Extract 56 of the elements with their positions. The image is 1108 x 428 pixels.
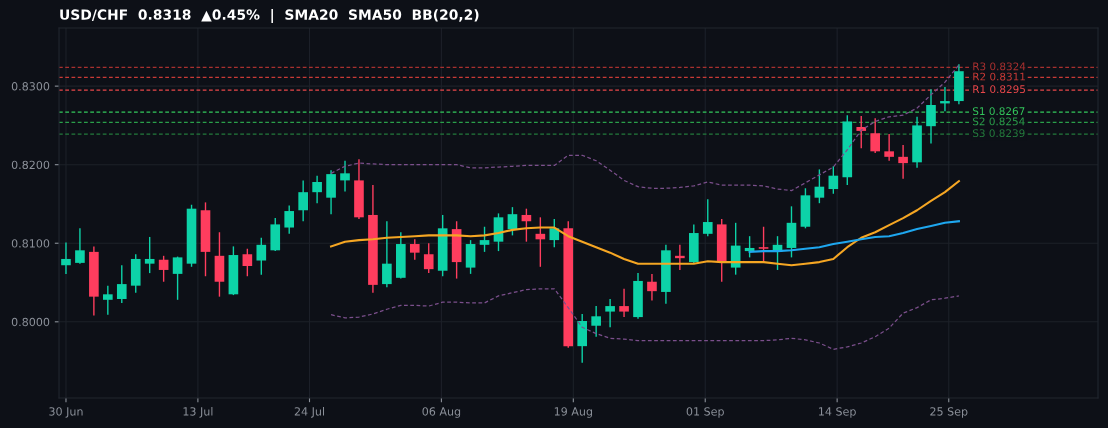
candlestick	[382, 220, 392, 288]
candlestick	[605, 298, 615, 328]
y-tick-label: 0.8100	[11, 239, 50, 248]
candlestick	[158, 255, 169, 283]
candlestick	[312, 174, 322, 204]
ref-line-label: R1 0.8295	[973, 85, 1025, 94]
candlestick	[814, 168, 825, 204]
candlestick	[507, 206, 518, 237]
candlestick	[284, 204, 295, 235]
candlestick	[144, 236, 155, 274]
x-tick-label: 25 Sep	[930, 407, 968, 418]
x-tick-label: 13 Jul	[183, 407, 213, 418]
candlestick	[647, 273, 657, 302]
candlestick	[326, 169, 336, 215]
candlestick	[926, 88, 936, 145]
candlestick	[256, 237, 267, 276]
y-tick-label: 0.8200	[11, 160, 50, 170]
x-tick-label: 06 Aug	[422, 407, 461, 418]
candlestick	[549, 218, 560, 248]
candlestick	[758, 226, 769, 263]
candlestick	[103, 284, 113, 316]
candlestick	[744, 235, 755, 259]
candlestick	[298, 179, 308, 222]
candlestick	[702, 198, 713, 237]
ref-line-label: S2 0.8254	[972, 117, 1025, 126]
candlestick	[619, 288, 629, 318]
candlestick	[465, 239, 476, 275]
candlestick	[409, 238, 420, 261]
candlestick	[116, 264, 127, 304]
y-tick-label: 0.8000	[11, 317, 50, 327]
chart-title: USD/CHF 0.8318 ▲0.45% | SMA20 SMA50 BB(20,2)	[60, 9, 479, 23]
ref-line-label: R3 0.8324	[973, 62, 1026, 71]
candlestick	[172, 255, 183, 301]
candlestick	[591, 305, 601, 338]
candlestick	[61, 241, 71, 275]
candlestick	[870, 117, 881, 154]
candlestick	[242, 248, 253, 277]
candlestick	[479, 226, 490, 253]
line-series	[330, 288, 960, 350]
candlestick	[884, 133, 894, 162]
candlestick	[423, 242, 434, 274]
x-tick-label: 19 Aug	[554, 407, 592, 418]
ref-line-label: R2 0.8311	[973, 72, 1025, 81]
candlestick	[75, 227, 85, 265]
x-tick-label: 24 Jul	[294, 407, 324, 418]
candlestick	[856, 115, 867, 149]
candlestick	[898, 144, 908, 180]
line-series	[330, 180, 960, 267]
candlestick	[340, 160, 350, 193]
x-tick-label: 30 Jun	[49, 407, 83, 418]
y-tick-label: 0.8300	[11, 82, 50, 91]
candlestick	[828, 165, 839, 195]
ref-line-label: S3 0.8239	[972, 129, 1025, 138]
ref-line-label: S1 0.8267	[972, 107, 1025, 116]
x-tick-label: 01 Sep	[686, 407, 724, 418]
x-tick-label: 14 Sep	[819, 407, 856, 418]
